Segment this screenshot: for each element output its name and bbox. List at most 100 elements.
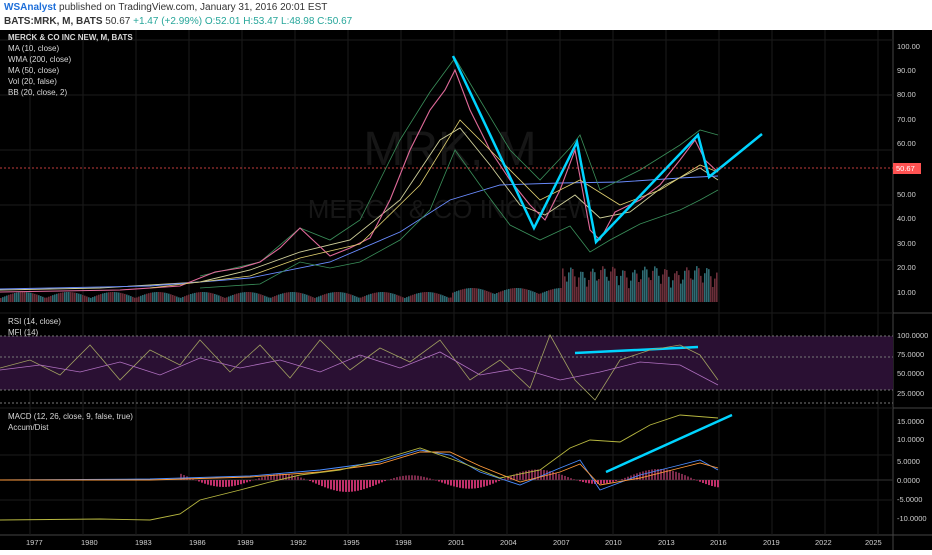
volume-bar: [276, 295, 278, 302]
volume-bar: [70, 292, 72, 302]
histogram-bar: [561, 475, 563, 480]
volume-bar: [676, 271, 678, 302]
volume-bar: [438, 294, 440, 302]
volume-bar: [8, 295, 10, 302]
rsi-label[interactable]: RSI (14, close): [8, 317, 61, 326]
volume-bar: [544, 292, 546, 302]
indicator-label[interactable]: BB (20, close, 2): [8, 88, 67, 97]
histogram-bar: [645, 471, 647, 480]
volume-bar: [386, 292, 388, 302]
histogram-bar: [483, 480, 485, 487]
volume-bar: [16, 293, 18, 302]
histogram-bar: [318, 480, 320, 485]
volume-bar: [606, 277, 608, 302]
volume-bar: [510, 289, 512, 302]
volume-bar: [44, 298, 46, 302]
rsi-axis[interactable]: 100.0000 75.0000 50.0000 25.0000: [897, 331, 928, 398]
volume-bar: [216, 295, 218, 302]
volume-bar: [598, 279, 600, 302]
volume-bar: [700, 276, 702, 302]
volume-bar: [416, 294, 418, 302]
svg-text:75.0000: 75.0000: [897, 350, 924, 359]
indicator-label[interactable]: WMA (200, close): [8, 55, 71, 64]
volume-bar: [260, 294, 262, 302]
svg-text:30.00: 30.00: [897, 239, 916, 248]
accum-dist-label[interactable]: Accum/Dist: [8, 423, 49, 432]
volume-bar: [6, 296, 8, 302]
volume-bar: [410, 296, 412, 302]
volume-bar: [66, 292, 68, 302]
histogram-bar: [702, 480, 704, 483]
volume-bar: [712, 287, 714, 302]
macd-label[interactable]: MACD (12, 26, close, 9, false, true): [8, 412, 133, 421]
volume-bar: [252, 292, 254, 302]
volume-bar: [182, 297, 184, 302]
chart-svg[interactable]: MRK, M MERCK & CO INC NEW 50.67 MERCK & …: [0, 30, 932, 550]
time-axis[interactable]: 1977 1980 1983 1986 1989 1992 1995 1998 …: [26, 538, 882, 547]
histogram-bar: [360, 480, 362, 490]
volume-bar: [12, 294, 14, 302]
histogram-bar: [678, 473, 680, 480]
histogram-bar: [471, 480, 473, 489]
volume-bar: [290, 292, 292, 302]
volume-bar: [460, 290, 462, 302]
histogram-bar: [708, 480, 710, 485]
volume-bar: [158, 292, 160, 302]
volume-bar: [526, 289, 528, 302]
volume-bar: [94, 296, 96, 302]
volume-bar: [294, 292, 296, 302]
volume-bar: [514, 288, 516, 302]
chart-area[interactable]: MRK, M MERCK & CO INC NEW 50.67 MERCK & …: [0, 30, 932, 550]
histogram-bar: [291, 475, 293, 480]
volume-bar: [652, 271, 654, 302]
volume-bar: [90, 298, 92, 302]
volume-bar: [506, 289, 508, 302]
volume-bar: [350, 294, 352, 302]
volume-bar: [208, 293, 210, 302]
volume-bar: [22, 292, 24, 302]
histogram-bar: [558, 474, 560, 480]
volume-bar: [602, 266, 604, 302]
histogram-bar: [648, 470, 650, 480]
histogram-bar: [606, 480, 608, 483]
volume-bar: [716, 273, 718, 302]
volume-bar: [282, 293, 284, 302]
svg-text:90.00: 90.00: [897, 66, 916, 75]
indicator-label[interactable]: Vol (20, false): [8, 77, 57, 86]
volume-bar: [14, 293, 16, 302]
author-link[interactable]: WSAnalyst: [4, 2, 56, 13]
volume-bar: [246, 292, 248, 302]
histogram-bar: [447, 480, 449, 485]
volume-bar: [502, 291, 504, 302]
svg-text:70.00: 70.00: [897, 115, 916, 124]
histogram-bar: [429, 478, 431, 480]
volume-bar: [520, 288, 522, 302]
histogram-bar: [621, 479, 623, 480]
volume-bar: [122, 293, 124, 302]
volume-bar: [650, 280, 652, 302]
volume-bar: [26, 292, 28, 302]
volume-bar: [420, 293, 422, 302]
volume-bar: [98, 295, 100, 302]
volume-bar: [80, 294, 82, 302]
volume-bar: [566, 282, 568, 302]
chart-header: WSAnalyst published on TradingView.com, …: [0, 0, 932, 30]
macd-axis[interactable]: 15.0000 10.0000 5.0000 0.0000 -5.0000 -1…: [897, 417, 927, 523]
histogram-bar: [465, 480, 467, 489]
volume-bar: [256, 293, 258, 302]
volume-bar: [414, 294, 416, 302]
histogram-bar: [312, 480, 314, 482]
histogram-bar: [564, 476, 566, 480]
volume-bar: [240, 293, 242, 302]
indicator-label[interactable]: MA (10, close): [8, 44, 59, 53]
indicator-label[interactable]: MA (50, close): [8, 66, 59, 75]
volume-bar: [186, 295, 188, 302]
mfi-label[interactable]: MFI (14): [8, 328, 39, 337]
volume-bar: [196, 293, 198, 302]
volume-bar: [78, 294, 80, 302]
volume-bar: [324, 294, 326, 302]
histogram-bar: [402, 476, 404, 480]
svg-text:2013: 2013: [658, 538, 675, 547]
volume-bar: [600, 270, 602, 302]
volume-bar: [134, 298, 136, 302]
